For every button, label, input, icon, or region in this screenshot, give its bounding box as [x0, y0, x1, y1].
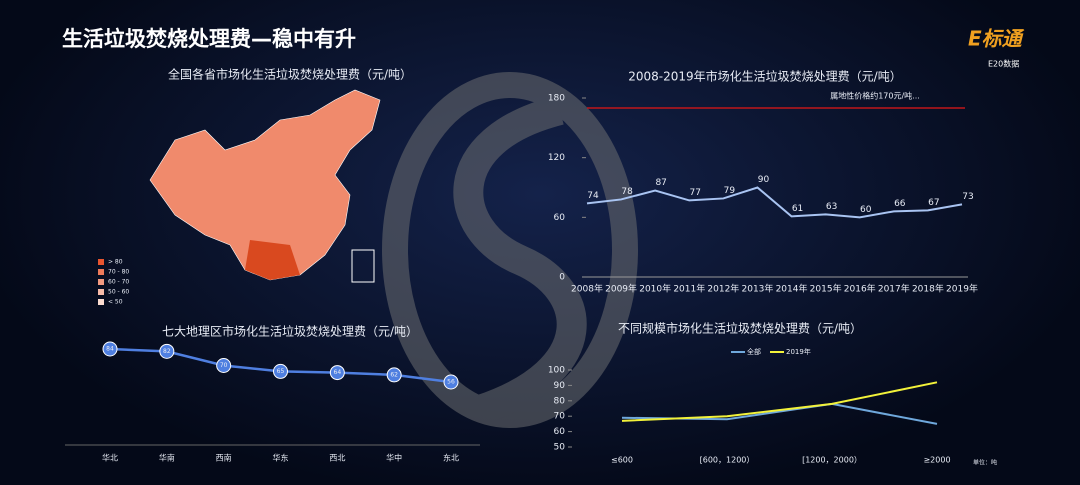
map-region — [245, 240, 300, 280]
x-tick-label: 2008年 — [571, 283, 603, 295]
data-label: 87 — [655, 178, 666, 188]
point — [159, 343, 175, 359]
point — [102, 341, 118, 357]
legend-label: > 80 — [108, 259, 123, 266]
y-tick-label: 180 — [548, 94, 565, 104]
logo: E标通 — [968, 27, 1025, 51]
data-label: 65 — [277, 368, 285, 375]
watermark — [382, 72, 638, 428]
x-tick-label: 2017年 — [878, 283, 910, 295]
data-label: 64 — [334, 369, 342, 376]
line — [621, 402, 938, 425]
x-tick-label: [600，1200） — [700, 456, 755, 465]
y-tick-label: 60 — [554, 213, 566, 223]
chart-title: 2008-2019年市场化生活垃圾焚烧处理费（元/吨） — [628, 69, 901, 84]
x-tick-label: 东北 — [443, 453, 459, 463]
legend-swatch — [98, 259, 104, 265]
legend-label: 60 - 70 — [108, 279, 129, 286]
data-label: 70 — [220, 362, 228, 369]
x-tick-label: 2010年 — [639, 283, 671, 295]
data-label: 61 — [792, 204, 803, 214]
data-label: 67 — [928, 198, 939, 208]
data-label: 74 — [587, 191, 599, 201]
x-tick-label: 华中 — [386, 453, 402, 463]
y-tick-label: 50 — [554, 443, 566, 453]
x-tick-label: 2009年 — [605, 283, 637, 295]
x-tick-label: 西北 — [329, 454, 345, 463]
legend-swatch — [98, 279, 104, 285]
data-label: 82 — [163, 348, 171, 355]
point — [216, 358, 232, 373]
x-tick-label: ≤600 — [611, 456, 633, 465]
unit-label: 单位：吨 — [973, 459, 997, 467]
x-tick-label: 华北 — [102, 453, 118, 463]
data-label: 56 — [447, 379, 455, 386]
legend-swatch — [98, 299, 104, 305]
y-tick-label: 60 — [554, 427, 566, 437]
legend-label: 2019年 — [786, 347, 811, 356]
legend-swatch — [98, 269, 104, 275]
y-tick-label: 120 — [548, 153, 565, 163]
data-label: 90 — [758, 175, 770, 185]
chart-title: 不同规模市场化生活垃圾焚烧处理费（元/吨） — [618, 321, 862, 336]
page-title: 生活垃圾焚烧处理费—稳中有升 — [62, 27, 356, 51]
x-tick-label: 2011年 — [673, 283, 705, 295]
map-shape — [149, 89, 381, 281]
y-tick-label: 90 — [554, 381, 566, 391]
x-tick-label: 华南 — [159, 453, 175, 463]
x-tick-label: ≥2000 — [923, 456, 950, 465]
data-label: 78 — [621, 187, 633, 197]
x-tick-label: 2013年 — [742, 283, 774, 295]
point — [273, 363, 288, 379]
legend-label: < 50 — [108, 299, 123, 306]
point — [386, 367, 402, 383]
x-tick-label: 2016年 — [844, 283, 876, 295]
logo-sub: E20数据 — [988, 59, 1019, 69]
y-tick-label: 70 — [554, 412, 566, 422]
x-tick-label: 2012年 — [707, 283, 739, 295]
x-tick-label: 西南 — [216, 453, 232, 463]
legend-label: 50 - 60 — [108, 289, 129, 296]
data-label: 62 — [390, 371, 398, 378]
chart-title: 全国各省市场化生活垃圾焚烧处理费（元/吨） — [168, 67, 412, 82]
legend-label: 70 - 80 — [108, 269, 129, 276]
reference-label: 属地性价格约170元/吨... — [830, 90, 920, 100]
x-tick-label: 2014年 — [776, 283, 808, 295]
data-label: 60 — [860, 205, 872, 215]
data-label: 63 — [826, 202, 837, 212]
legend-swatch — [98, 289, 104, 295]
x-tick-label: [1200，2000） — [802, 456, 862, 465]
point — [329, 365, 345, 381]
y-tick-label: 100 — [548, 366, 565, 376]
line — [621, 381, 938, 422]
x-tick-label: 2019年 — [946, 283, 978, 295]
legend-label: 全部 — [747, 347, 761, 356]
y-tick-label: 0 — [559, 273, 565, 283]
x-tick-label: 2018年 — [912, 283, 944, 295]
data-label: 73 — [962, 192, 973, 202]
data-label: 84 — [106, 346, 114, 353]
map-inset — [351, 249, 375, 283]
data-label: 77 — [690, 188, 701, 198]
y-tick-label: 80 — [554, 396, 566, 406]
data-label: 79 — [724, 186, 736, 196]
chart-title: 七大地理区市场化生活垃圾焚烧处理费（元/吨） — [162, 324, 418, 339]
line — [586, 186, 963, 219]
x-tick-label: 2015年 — [810, 283, 842, 295]
point — [443, 374, 459, 390]
data-label: 66 — [894, 199, 906, 209]
x-tick-label: 华东 — [273, 453, 289, 463]
